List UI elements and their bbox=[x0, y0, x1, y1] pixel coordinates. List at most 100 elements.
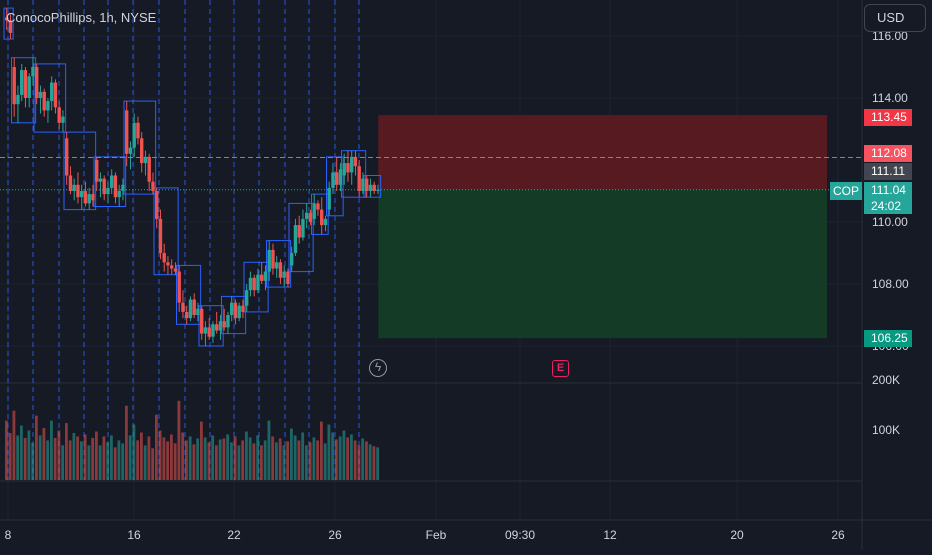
candle-body bbox=[98, 178, 103, 182]
lightning-icon[interactable]: ϟ bbox=[369, 359, 387, 377]
session-range-box bbox=[63, 131, 97, 211]
candle-body bbox=[335, 172, 339, 185]
volume-bar bbox=[293, 435, 297, 480]
candle-body bbox=[222, 321, 226, 328]
volume-bar bbox=[271, 436, 275, 480]
volume-bar bbox=[166, 441, 170, 480]
volume-bar bbox=[121, 443, 125, 480]
volume-bar bbox=[35, 415, 38, 480]
volume-bar bbox=[316, 440, 320, 480]
candle-body bbox=[312, 203, 316, 219]
candle-body bbox=[65, 138, 69, 176]
candle-body bbox=[207, 327, 211, 337]
candle-body bbox=[38, 91, 43, 98]
currency-button[interactable]: USD bbox=[864, 4, 926, 32]
time-axis-label: 16 bbox=[127, 528, 141, 542]
profit-target-zone bbox=[378, 189, 827, 339]
volume-bar bbox=[312, 437, 316, 480]
session-range-box bbox=[33, 63, 67, 133]
candle-body bbox=[320, 209, 324, 226]
session-range-box bbox=[93, 156, 127, 207]
candle-body bbox=[173, 268, 178, 272]
time-axis-label: 09:30 bbox=[505, 528, 535, 542]
volume-bar bbox=[192, 444, 196, 480]
volume-bar bbox=[323, 443, 327, 480]
candle-body bbox=[143, 156, 148, 164]
volume-bar bbox=[278, 438, 282, 480]
candle-body bbox=[361, 178, 365, 191]
candle-body bbox=[196, 308, 200, 315]
candle-body bbox=[151, 181, 155, 191]
current-price-value: 111.04 bbox=[871, 183, 906, 197]
candle-body bbox=[346, 163, 350, 173]
candle-body bbox=[61, 116, 65, 123]
volume-bar bbox=[215, 445, 218, 480]
volume-bar bbox=[338, 436, 342, 480]
candle-body bbox=[241, 305, 245, 312]
candle-body bbox=[110, 175, 114, 188]
volume-bar bbox=[275, 442, 278, 480]
volume-bar bbox=[91, 437, 95, 480]
candle-body bbox=[181, 302, 185, 312]
volume-bar bbox=[181, 432, 185, 480]
candle-body bbox=[353, 156, 358, 167]
price-axis-label: 108.00 bbox=[872, 277, 909, 291]
candle-body bbox=[248, 277, 253, 291]
time-axis-label: 12 bbox=[603, 528, 617, 542]
candle-body bbox=[376, 189, 380, 191]
volume-bar bbox=[320, 421, 323, 480]
countdown-timer: 24:02 bbox=[871, 199, 902, 213]
price-axis-label: 114.00 bbox=[872, 91, 908, 105]
volume-bar bbox=[80, 441, 83, 480]
session-range-box bbox=[123, 100, 157, 195]
volume-bar bbox=[173, 443, 177, 480]
candle-body bbox=[50, 82, 54, 102]
time-axis-label: 26 bbox=[328, 528, 342, 542]
volume-bar bbox=[147, 436, 151, 480]
candle-body bbox=[158, 218, 163, 253]
volume-bar bbox=[260, 445, 263, 480]
time-axis-label: 20 bbox=[730, 528, 744, 542]
volume-bar bbox=[27, 430, 31, 480]
candle-body bbox=[170, 265, 174, 269]
candle-body bbox=[350, 156, 354, 173]
volume-bar bbox=[342, 430, 346, 480]
volume-bar bbox=[5, 420, 8, 480]
candle-body bbox=[267, 249, 271, 272]
volume-bar bbox=[177, 400, 181, 480]
volume-bar bbox=[230, 442, 233, 480]
session-range-box bbox=[3, 7, 14, 40]
volume-bar bbox=[207, 442, 211, 480]
symbol-legend: ConocoPhillips, 1h, NYSE bbox=[6, 10, 157, 25]
volume-bar bbox=[16, 435, 20, 480]
candle-body bbox=[16, 94, 20, 105]
candle-body bbox=[20, 70, 24, 95]
symbol-badge: COP bbox=[830, 182, 862, 200]
volume-bar bbox=[188, 436, 192, 480]
target-price-tag: 106.25 bbox=[864, 330, 912, 347]
candle-body bbox=[166, 262, 170, 266]
volume-bar bbox=[335, 439, 338, 480]
volume-bar bbox=[185, 440, 188, 480]
candle-body bbox=[185, 311, 189, 319]
volume-bar bbox=[50, 420, 53, 480]
candle-body bbox=[5, 17, 9, 21]
candle-body bbox=[200, 308, 204, 334]
candle-body bbox=[260, 274, 264, 281]
volume-bar bbox=[68, 440, 72, 480]
volume-bar bbox=[57, 430, 61, 480]
session-range-box bbox=[153, 187, 179, 276]
volume-bar bbox=[132, 424, 136, 480]
candle-body bbox=[230, 302, 234, 315]
price-axis-label: 116.00 bbox=[872, 29, 908, 43]
session-range-box bbox=[176, 264, 202, 325]
candle-body bbox=[113, 175, 118, 198]
volume-bar bbox=[218, 439, 222, 480]
last-close-price-tag: 111.11 bbox=[864, 163, 912, 180]
volume-bar bbox=[248, 437, 252, 480]
price-axis-label: 110.00 bbox=[872, 215, 908, 229]
earnings-icon[interactable]: E bbox=[552, 360, 569, 377]
candle-body bbox=[140, 138, 144, 164]
